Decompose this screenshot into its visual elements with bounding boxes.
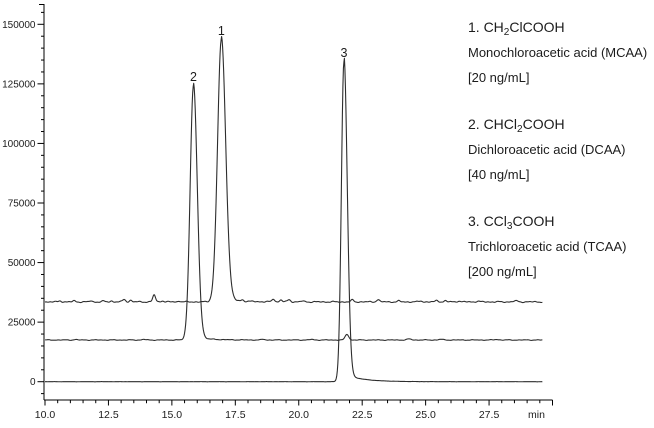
x-tick-label: 17.5	[225, 409, 246, 421]
y-tick-label: 50000	[8, 258, 36, 269]
dcaa-trace	[44, 82, 543, 341]
y-tick-label: 150000	[2, 20, 36, 31]
peak-label-3: 3	[340, 46, 347, 60]
y-tick-label: 100000	[2, 139, 36, 150]
tcaa-trace	[44, 57, 543, 383]
x-tick-label: 15.0	[162, 409, 183, 421]
y-tick-label: 25000	[8, 318, 36, 329]
x-tick-label: 27.5	[479, 409, 500, 421]
x-tick-label: 22.5	[352, 409, 373, 421]
y-tick-label: 125000	[2, 79, 36, 90]
x-tick-label: 10.0	[35, 409, 56, 421]
peak-label-2: 2	[190, 70, 197, 84]
x-tick-label: 12.5	[98, 409, 119, 421]
y-tick-label: 75000	[8, 199, 36, 210]
x-tick-label: 20.0	[289, 409, 310, 421]
mcaa-trace	[44, 35, 543, 304]
x-tick-label: 25.0	[415, 409, 436, 421]
x-axis-unit-label: min	[528, 409, 545, 421]
peak-label-1: 1	[218, 24, 225, 38]
y-tick-label: 0	[30, 377, 36, 388]
